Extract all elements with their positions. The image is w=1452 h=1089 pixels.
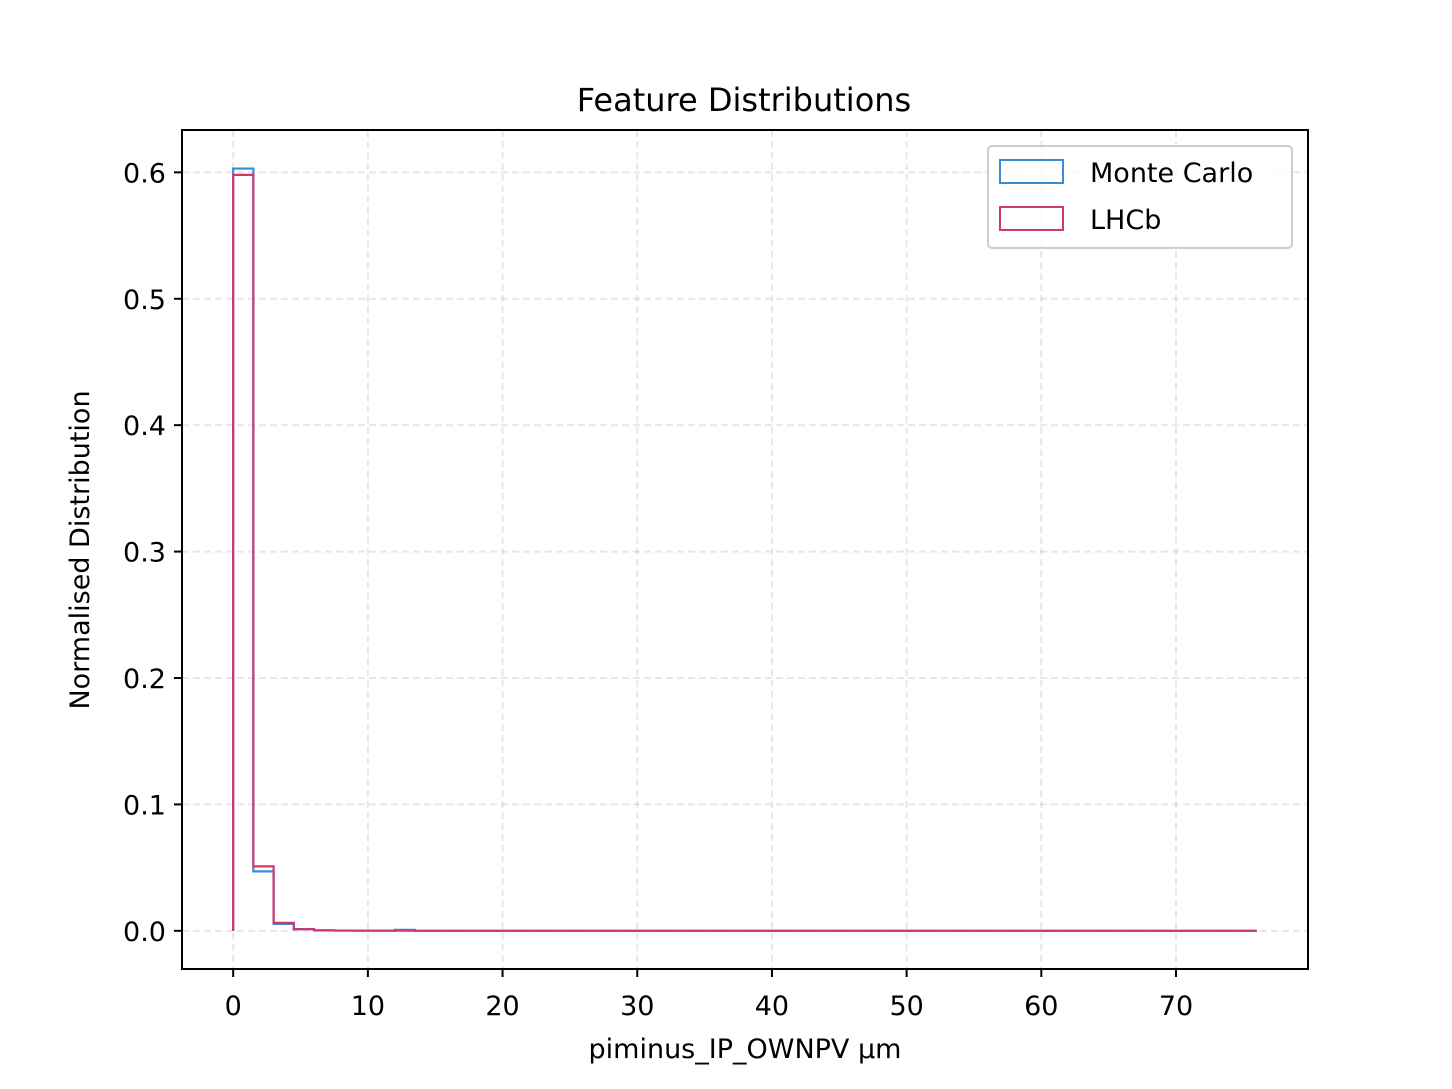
y-tick-label: 0.1: [123, 790, 166, 821]
series-layer: [232, 167, 1257, 932]
legend-label-lhcb: LHCb: [1090, 205, 1161, 236]
series-step-lhcb: [232, 173, 1257, 932]
series-step-monte-carlo: [232, 167, 1257, 932]
x-axis-label: piminus_IP_OWNPV µm: [589, 1034, 902, 1065]
grid-lines: [182, 130, 1308, 969]
y-tick-label: 0.4: [123, 411, 166, 442]
y-tick-label: 0.6: [123, 158, 166, 189]
legend: Monte Carlo LHCb: [987, 145, 1293, 249]
x-tick-label: 20: [485, 991, 519, 1022]
axis-ticks: 0 10 20 30 40 50 60 70 0.0 0.1 0.2 0.3 0.4 0.5 0.6: [123, 158, 1193, 1022]
y-tick-label: 0.5: [123, 285, 166, 316]
x-tick-label: 60: [1024, 991, 1058, 1022]
x-tick-label: 10: [351, 991, 385, 1022]
x-tick-label: 40: [755, 991, 789, 1022]
x-tick-label: 70: [1159, 991, 1193, 1022]
plot-frame: [181, 129, 1309, 970]
y-tick-label: 0.3: [123, 538, 166, 569]
x-tick-label: 30: [620, 991, 654, 1022]
y-tick-label: 0.0: [123, 917, 166, 948]
legend-swatch-lhcb: [999, 206, 1064, 231]
y-axis-label: Normalised Distribution: [65, 390, 96, 709]
x-tick-label: 0: [225, 991, 242, 1022]
legend-swatch-monte-carlo: [999, 159, 1064, 184]
chart-title: Feature Distributions: [577, 81, 911, 119]
x-tick-label: 50: [889, 991, 923, 1022]
legend-label-monte-carlo: Monte Carlo: [1090, 158, 1253, 189]
y-tick-label: 0.2: [123, 664, 166, 695]
